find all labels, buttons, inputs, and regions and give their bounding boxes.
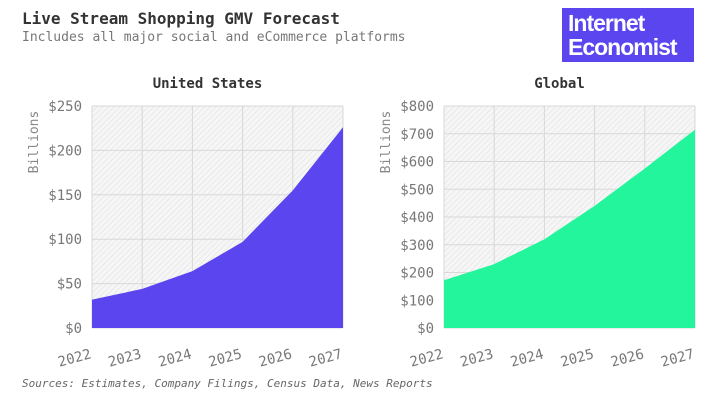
y-tick-label: $50 [57, 277, 82, 293]
x-tick-label: 2026 [257, 346, 294, 370]
x-tick-label: 2024 [509, 346, 546, 370]
x-tick-label: 2022 [56, 346, 93, 370]
y-tick-label: $600 [400, 155, 434, 171]
area-series [92, 127, 343, 328]
y-tick-label: $500 [400, 182, 434, 198]
x-tick-label: 2025 [207, 346, 244, 370]
y-tick-label: $100 [400, 293, 434, 309]
x-tick-label: 2025 [559, 346, 596, 370]
y-tick-label: $150 [48, 188, 82, 204]
y-axis-label: Billions [379, 111, 394, 174]
y-tick-label: $200 [48, 143, 82, 159]
y-tick-label: $700 [400, 127, 434, 143]
x-tick-label: 2024 [157, 346, 194, 370]
x-tick-label: 2026 [609, 346, 646, 370]
y-tick-label: $200 [400, 266, 434, 282]
area-series [444, 129, 695, 328]
source-note: Sources: Estimates, Company Filings, Cen… [22, 377, 433, 390]
chart-subtitle: Includes all major social and eCommerce … [22, 30, 406, 45]
x-tick-label: 2027 [307, 346, 344, 370]
y-axis-label: Billions [27, 111, 42, 174]
y-tick-label: $800 [400, 99, 434, 115]
y-tick-label: $0 [417, 321, 434, 337]
logo: Internet Economist [562, 8, 694, 62]
x-tick-label: 2027 [659, 346, 696, 370]
subchart-title: Global [534, 76, 585, 92]
y-tick-label: $0 [65, 321, 82, 337]
x-tick-label: 2022 [408, 346, 445, 370]
chart-title: Live Stream Shopping GMV Forecast [22, 9, 340, 28]
y-tick-label: $400 [400, 210, 434, 226]
y-tick-label: $250 [48, 99, 82, 115]
x-tick-label: 2023 [107, 346, 144, 370]
x-tick-label: 2023 [459, 346, 496, 370]
y-tick-label: $100 [48, 232, 82, 248]
y-tick-label: $300 [400, 238, 434, 254]
subchart-title: United States [153, 76, 263, 92]
